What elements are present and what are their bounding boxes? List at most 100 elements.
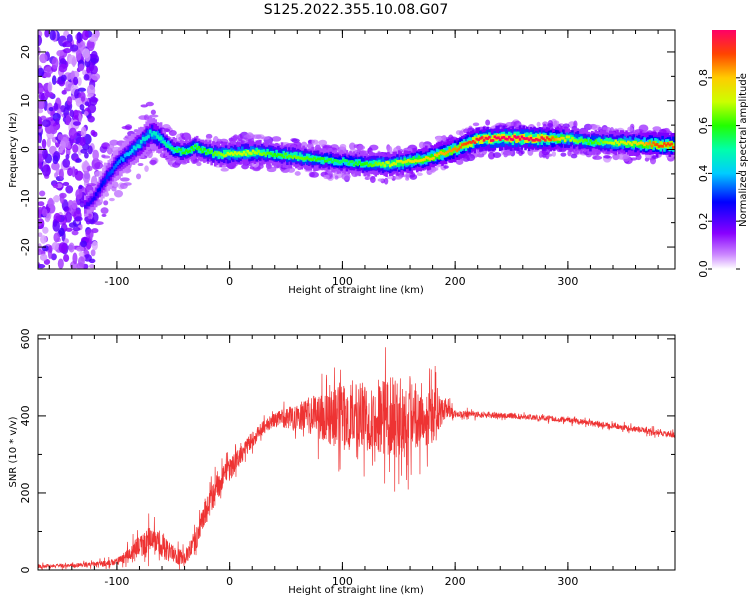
ridge-cell	[655, 143, 659, 150]
ridge-cell	[114, 163, 118, 168]
noise-mark	[73, 76, 79, 86]
ridge-cell	[259, 152, 262, 156]
ridge-cell	[242, 150, 246, 154]
ridge-cell	[466, 141, 470, 145]
spectral-scatter	[630, 157, 638, 161]
ridge-cell	[590, 141, 594, 145]
ridge-cell	[347, 162, 351, 166]
ridge-cell	[471, 138, 475, 149]
spectral-scatter	[144, 165, 149, 172]
spectral-scatter	[168, 130, 177, 137]
ridge-cell	[167, 140, 170, 147]
ridge-cell	[423, 158, 426, 161]
ridge-cell	[277, 153, 280, 156]
ridge-cell	[406, 158, 410, 162]
ridge-cell	[230, 151, 233, 155]
noise-mark	[55, 118, 60, 125]
ridge-cell	[219, 152, 222, 156]
ridge-cell	[332, 159, 336, 166]
ridge-cell	[598, 142, 601, 146]
ridge-cell	[406, 159, 410, 166]
ridge-cell	[329, 158, 332, 161]
spectral-scatter	[106, 147, 113, 155]
ridge-cell	[489, 139, 493, 142]
ridge-cell	[181, 151, 185, 155]
ridge-cell	[470, 141, 473, 148]
ridge-cell	[255, 147, 259, 154]
ridge-cell	[307, 157, 311, 161]
noise-mark	[88, 258, 96, 264]
ridge-cell	[461, 143, 464, 147]
ridge-cell	[504, 137, 507, 141]
spectral-scatter	[435, 136, 443, 142]
ridge-cell	[313, 156, 316, 160]
ridge-cell	[109, 170, 112, 175]
ridge-cell	[538, 135, 542, 142]
ridge-cell	[127, 152, 130, 157]
ridge-cell	[150, 132, 154, 137]
noise-mark	[47, 197, 54, 209]
ridge-cell	[562, 136, 565, 140]
ridge-cell	[544, 139, 547, 142]
noise-mark	[65, 185, 74, 194]
spectral-scatter	[124, 124, 133, 131]
ridge-cell	[443, 149, 446, 156]
ridge-cell	[466, 141, 470, 148]
ridge-cell	[271, 154, 275, 158]
ridge-cell	[195, 142, 199, 149]
ridge-cell	[125, 152, 129, 157]
noise-mark	[91, 72, 101, 81]
noise-mark	[72, 144, 79, 154]
ridge-cell	[94, 192, 98, 197]
ridge-cell	[408, 159, 412, 163]
x-tick-label: 300	[557, 575, 578, 588]
ridge-cell	[201, 145, 204, 152]
ridge-cell	[614, 140, 617, 147]
ridge-cell	[430, 157, 433, 161]
ridge-cell	[506, 137, 509, 141]
ridge-cell	[522, 133, 525, 140]
ridge-cell	[269, 152, 273, 156]
ridge-cell	[226, 151, 230, 155]
ridge-cell	[641, 142, 645, 149]
noise-mark	[84, 152, 89, 159]
ridge-cell	[527, 138, 531, 142]
spectral-scatter	[405, 177, 410, 181]
ridge-cell	[526, 137, 529, 140]
ridge-cell	[112, 165, 116, 170]
ridge-cell	[471, 136, 475, 143]
ridge-cell	[583, 138, 587, 145]
spectral-scatter	[93, 221, 104, 226]
chart-title: S125.2022.355.10.08.G07	[264, 2, 449, 18]
spectral-scatter	[133, 129, 139, 133]
ridge-cell	[574, 139, 578, 143]
ridge-cell	[302, 157, 305, 161]
spectrogram-ylabel: Frequency (Hz)	[8, 112, 19, 188]
ridge-cell	[509, 137, 513, 141]
x-tick-label: -100	[104, 275, 129, 288]
noise-mark	[88, 264, 95, 269]
colorbar-tick-label: 0.4	[697, 165, 710, 183]
ridge-cell	[628, 141, 632, 145]
noise-mark	[58, 242, 68, 254]
ridge-cell	[325, 159, 329, 163]
spectral-scatter	[86, 165, 93, 172]
ridge-cell	[318, 157, 322, 161]
ridge-cell	[145, 136, 148, 140]
spectral-scatter	[441, 134, 447, 142]
ridge-cell	[352, 163, 356, 167]
ridge-cell	[385, 160, 388, 164]
spectral-scatter	[603, 155, 611, 159]
ridge-cell	[453, 147, 457, 151]
ridge-cell	[96, 188, 100, 193]
noise-mark	[52, 183, 59, 189]
snr-xlabel: Height of straight line (km)	[288, 585, 424, 596]
ridge-cell	[432, 156, 435, 160]
ridge-cell	[287, 154, 291, 158]
spectral-scatter	[339, 143, 347, 150]
ridge-cell	[217, 153, 221, 160]
ridge-cell	[118, 159, 121, 164]
ridge-cell	[610, 141, 614, 145]
spectral-scatter	[418, 141, 426, 149]
ridge-cell	[542, 137, 545, 141]
